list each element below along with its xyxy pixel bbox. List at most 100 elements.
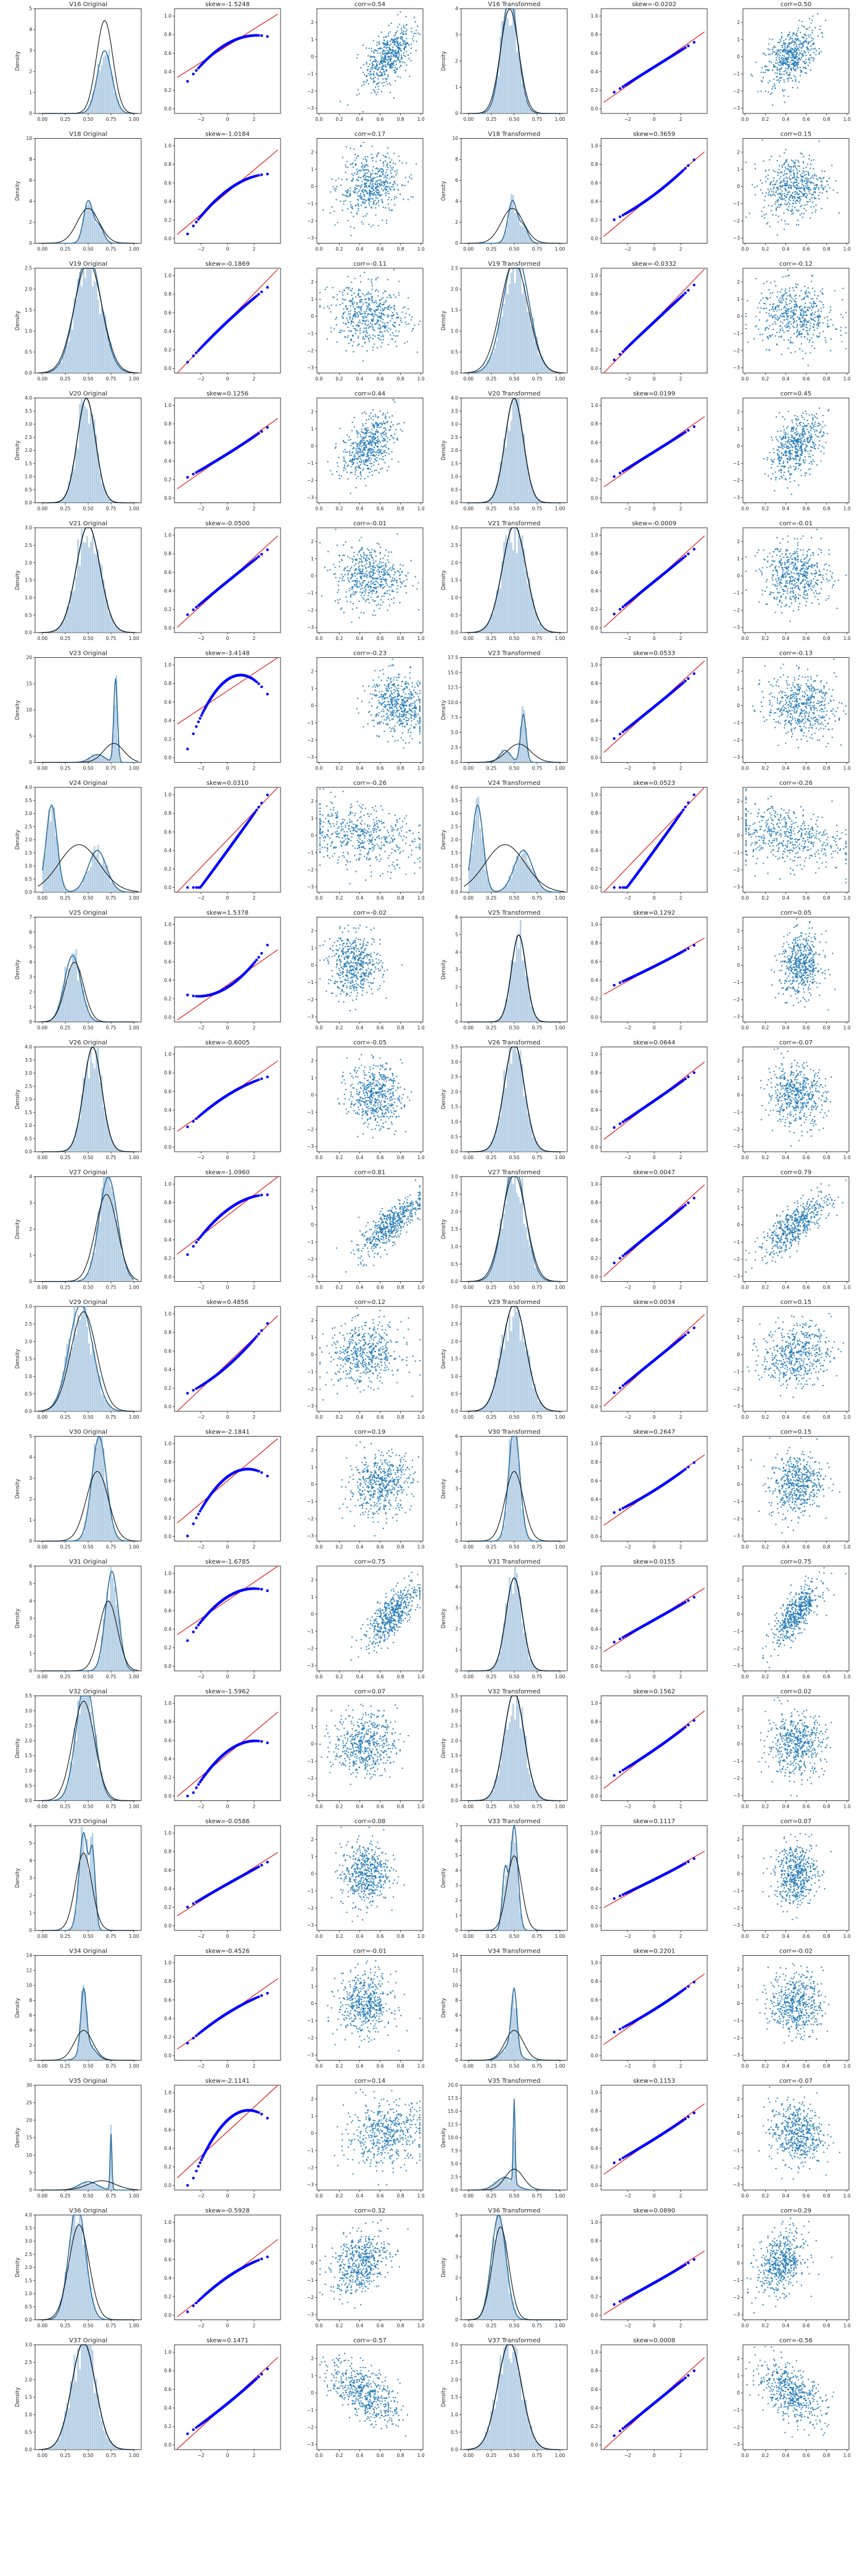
scatter-point (366, 316, 367, 318)
scatter-point (367, 335, 368, 337)
x-tick-label: −2 (624, 247, 631, 252)
scatter-point (782, 62, 784, 64)
scatter-point (342, 298, 343, 300)
scatter-point (805, 319, 806, 320)
scatter-point (810, 54, 811, 55)
scatter-point (335, 199, 337, 200)
scatter-point (355, 330, 356, 331)
scatter-point (793, 311, 795, 313)
scatter-point (775, 323, 776, 324)
scatter-point (806, 204, 807, 205)
scatter-point (782, 330, 784, 331)
hist-bar (114, 92, 116, 113)
y-tick-label: 1.0 (164, 143, 171, 149)
scatter-point (347, 327, 348, 328)
scatter-point (783, 175, 784, 176)
scatter-point (789, 290, 790, 291)
scatter-point (385, 81, 387, 82)
scatter-point (355, 154, 356, 155)
scatter-point (377, 173, 378, 174)
scatter-point (805, 178, 806, 179)
scatter-point (773, 311, 774, 312)
x-tick-label: 0.00 (38, 376, 48, 382)
x-tick-label: 0.6 (803, 247, 810, 252)
scatter-point (788, 163, 789, 165)
scatter-point (414, 33, 415, 34)
scatter-point (785, 64, 786, 65)
scatter-point (812, 298, 813, 300)
hist-bar (523, 284, 525, 373)
scatter-point (374, 81, 375, 82)
scatter-point (350, 313, 351, 314)
scatter-point (811, 32, 813, 33)
scatter-point (802, 315, 803, 316)
scatter-point (787, 78, 789, 80)
scatter-point (379, 67, 380, 68)
scatter-point (387, 322, 388, 323)
scatter-point (802, 194, 803, 195)
scatter-point (799, 46, 800, 47)
scatter-point (343, 308, 344, 310)
scatter-point (768, 192, 769, 194)
scatter-point (802, 45, 803, 46)
x-tick-label: 0.4 (782, 117, 789, 122)
scatter-point (765, 327, 766, 329)
scatter-point (775, 54, 776, 55)
scatter-point (780, 41, 781, 42)
y-tick-label: 0.2 (164, 347, 171, 353)
x-tick-label: 1.00 (555, 376, 565, 382)
y-tick-label: 2.0 (25, 287, 32, 292)
scatter-point (394, 70, 395, 71)
scatter-point (386, 219, 387, 221)
scatter-point (790, 50, 792, 51)
scatter-point (779, 55, 781, 56)
x-tick-label: 0.00 (38, 247, 48, 252)
scatter-point (789, 31, 790, 33)
scatter-point (803, 67, 804, 68)
hist-bar (68, 342, 70, 373)
scatter-point (774, 315, 775, 316)
scatter-point (776, 76, 777, 77)
scatter-point (358, 325, 359, 326)
scatter-point (816, 324, 817, 326)
scatter-point (782, 294, 784, 295)
scatter-point (406, 24, 407, 25)
scatter-point (371, 293, 372, 295)
hist-bar (505, 9, 507, 113)
scatter-point (790, 210, 791, 211)
scatter-point (395, 330, 396, 332)
scatter-point (810, 49, 811, 51)
scatter-point (811, 48, 813, 49)
scatter-point (795, 298, 797, 299)
scatter-point (798, 44, 800, 46)
scatter-point (818, 195, 819, 196)
scatter-point (387, 40, 388, 41)
scatter-point (769, 49, 770, 50)
scatter-point (792, 326, 793, 327)
scatter-point (388, 64, 390, 65)
scatter-point (778, 204, 779, 205)
scatter-point (417, 351, 418, 353)
scatter-point (775, 201, 776, 202)
scatter-point (394, 72, 395, 73)
y-tick-label: −3 (733, 105, 740, 111)
scatter-point (365, 336, 366, 337)
scatter-point (418, 324, 419, 325)
scatter-point (392, 332, 393, 334)
scatter-point (774, 47, 776, 48)
scatter-point (810, 168, 811, 169)
scatter-point (794, 194, 795, 195)
scatter-point (383, 65, 385, 67)
scatter-point (347, 276, 348, 277)
scatter-point (798, 170, 800, 171)
row-v19: 0.00 0.25 0.50 0.75 1.000.00.51.01.52.02.5V1… (15, 261, 851, 382)
scatter-point (377, 184, 378, 186)
scatter-point (348, 288, 349, 289)
scatter-point (402, 34, 403, 35)
orig-scatter-panel: 0.0 0.2 0.4 0.6 0.8 1.0−3−2−1012corr=0.44 (307, 391, 425, 512)
scatter-point (364, 313, 366, 314)
scatter-point (830, 310, 831, 311)
scatter-point (379, 191, 380, 192)
x-tick-label: 1.00 (129, 117, 139, 122)
y-tick-label: 0.2 (591, 347, 598, 353)
